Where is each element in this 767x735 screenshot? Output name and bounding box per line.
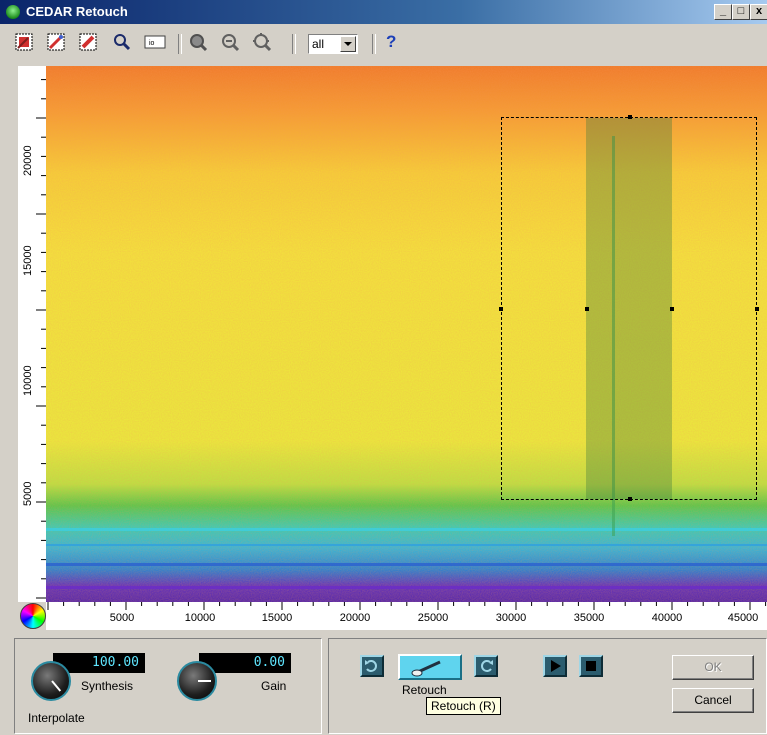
retouch-tooltip: Retouch (R) <box>426 697 501 715</box>
color-palette-icon[interactable] <box>20 603 46 629</box>
stop-icon <box>586 661 596 671</box>
svg-text:io: io <box>149 40 155 47</box>
redo-button[interactable] <box>474 655 498 677</box>
x-tick-label: 5000 <box>109 612 135 624</box>
cancel-button[interactable]: Cancel <box>672 688 754 713</box>
zoom-out-full-icon[interactable] <box>188 32 208 52</box>
retouch-button[interactable] <box>398 654 462 680</box>
brush-icon <box>411 660 441 677</box>
retouch-label: Retouch <box>402 683 447 697</box>
selection-handle[interactable] <box>670 307 674 311</box>
zoom-out-icon[interactable] <box>220 32 240 52</box>
mode-label: Interpolate <box>28 711 85 725</box>
spectrogram-canvas[interactable] <box>46 66 767 602</box>
play-button[interactable] <box>543 655 567 677</box>
synthesis-display: 100.00 <box>53 653 145 673</box>
selection-rectangle[interactable] <box>501 117 757 500</box>
gain-display: 0.00 <box>199 653 291 673</box>
x-tick-label: 40000 <box>651 612 683 624</box>
minimize-button[interactable]: _ <box>714 4 732 20</box>
x-tick-label: 20000 <box>339 612 371 624</box>
display-settings-icon[interactable]: io <box>144 32 166 52</box>
window-title: CEDAR Retouch <box>26 4 128 19</box>
retouch-band <box>586 118 672 499</box>
y-axis: 20000 15000 10000 5000 <box>18 66 46 602</box>
x-tick-label: 10000 <box>184 612 216 624</box>
selection-handle[interactable] <box>628 497 632 501</box>
y-tick-label: 15000 <box>22 245 34 276</box>
zoom-tool-icon[interactable] <box>112 32 132 52</box>
select-box-tool-icon[interactable] <box>14 32 34 52</box>
channel-select-value: all <box>312 37 325 51</box>
title-bar: CEDAR Retouch _ □ x <box>0 0 767 24</box>
select-brush-tool-icon[interactable] <box>78 32 98 52</box>
zoom-fit-icon[interactable] <box>252 32 272 52</box>
selection-handle[interactable] <box>499 307 503 311</box>
close-button[interactable]: x <box>750 4 767 20</box>
toolbar-separator <box>178 34 182 54</box>
undo-icon <box>365 660 377 672</box>
gain-label: Gain <box>261 679 287 693</box>
undo-button[interactable] <box>360 655 384 677</box>
play-icon <box>551 660 561 672</box>
y-tick-label: 5000 <box>22 481 34 506</box>
transport-panel <box>328 638 767 734</box>
toolbar-separator <box>292 34 296 54</box>
selection-handle[interactable] <box>585 307 589 311</box>
chevron-down-icon[interactable] <box>340 36 356 52</box>
x-tick-label: 35000 <box>573 612 605 624</box>
synthesis-knob[interactable] <box>31 661 71 701</box>
x-tick-label: 45000 <box>727 612 759 624</box>
ok-button[interactable]: OK <box>672 655 754 680</box>
knob-indicator <box>51 680 62 692</box>
selection-handle[interactable] <box>628 115 632 119</box>
selection-handle[interactable] <box>755 307 759 311</box>
toolbar: io all ? <box>0 24 767 64</box>
x-tick-label: 15000 <box>261 612 293 624</box>
x-tick-label: 30000 <box>495 612 527 624</box>
x-tick-label: 25000 <box>417 612 449 624</box>
help-icon[interactable]: ? <box>386 32 397 51</box>
select-freehand-tool-icon[interactable] <box>46 32 66 52</box>
stop-button[interactable] <box>579 655 603 677</box>
maximize-button[interactable]: □ <box>732 4 750 20</box>
channel-select[interactable]: all <box>308 34 358 54</box>
redo-icon <box>481 660 493 672</box>
y-tick-label: 10000 <box>22 365 34 396</box>
x-axis: 5000 10000 15000 20000 25000 30000 35000… <box>46 602 767 630</box>
interpolate-panel: 100.00 Synthesis 0.00 Gain Interpolate <box>14 638 322 734</box>
synthesis-label: Synthesis <box>81 679 134 693</box>
knob-indicator <box>198 680 211 682</box>
y-tick-label: 20000 <box>22 145 34 176</box>
cedar-logo-icon <box>6 5 20 19</box>
gain-knob[interactable] <box>177 661 217 701</box>
toolbar-separator <box>372 34 376 54</box>
